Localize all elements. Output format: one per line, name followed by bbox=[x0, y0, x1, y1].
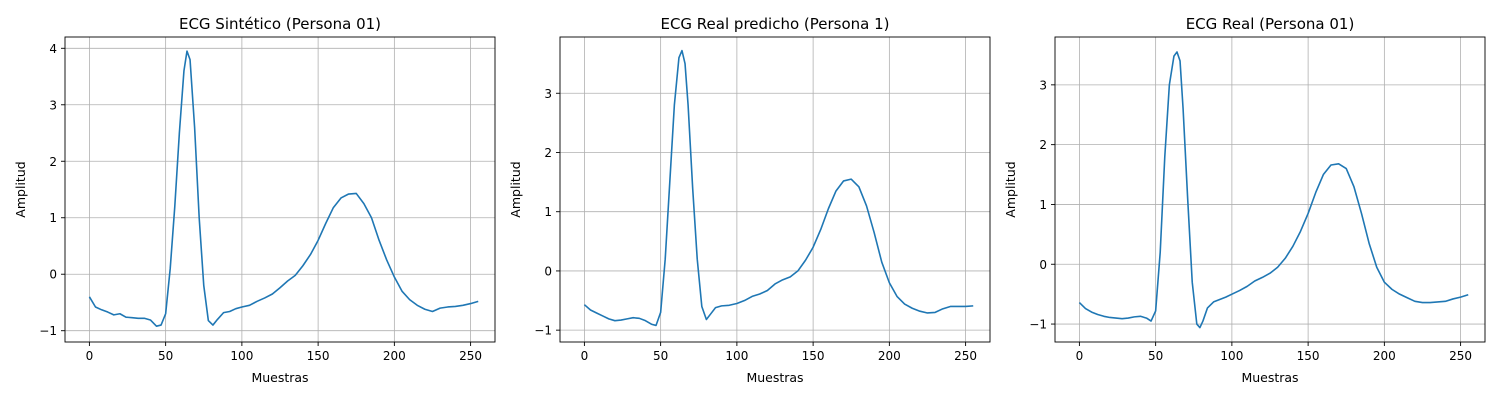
chart-title: ECG Real predicho (Persona 1) bbox=[660, 15, 889, 33]
y-tick-label: 3 bbox=[49, 98, 57, 112]
x-tick-label: 200 bbox=[383, 349, 406, 363]
x-tick-label: 200 bbox=[1373, 349, 1396, 363]
y-tick-label: 4 bbox=[49, 42, 57, 56]
x-tick-label: 50 bbox=[1148, 349, 1163, 363]
y-axis-label: Amplitud bbox=[1003, 161, 1018, 217]
x-tick-label: 0 bbox=[581, 349, 589, 363]
x-tick-label: 250 bbox=[1449, 349, 1472, 363]
x-tick-label: 200 bbox=[878, 349, 901, 363]
axes-frame bbox=[559, 36, 991, 343]
axes-frame bbox=[64, 36, 496, 343]
x-tick-label: 250 bbox=[459, 349, 482, 363]
y-tick-label: 0 bbox=[1039, 258, 1047, 272]
x-axis-label: Muestras bbox=[1241, 370, 1298, 385]
y-tick-label: 2 bbox=[49, 155, 57, 169]
x-axis-label: Muestras bbox=[251, 370, 308, 385]
y-tick-label: 0 bbox=[544, 264, 552, 278]
y-tick-label: 3 bbox=[544, 87, 552, 101]
y-tick-label: −1 bbox=[534, 324, 552, 338]
y-tick-label: −1 bbox=[1029, 318, 1047, 332]
x-tick-label: 250 bbox=[954, 349, 977, 363]
y-tick-label: 1 bbox=[544, 205, 552, 219]
x-tick-label: 0 bbox=[86, 349, 94, 363]
chart-1: 0 50 100 150 200 250 −1 0 1 2 3 4 ECG Sintético (Per… bbox=[13, 15, 496, 385]
y-tick-label: 2 bbox=[544, 146, 552, 160]
x-tick-label: 50 bbox=[158, 349, 173, 363]
y-axis-label: Amplitud bbox=[508, 161, 523, 217]
x-tick-label: 100 bbox=[230, 349, 253, 363]
x-tick-label: 100 bbox=[1220, 349, 1243, 363]
y-tick-label: −1 bbox=[39, 324, 57, 338]
chart-2: 0 50 100 150 200 250 −1 0 1 2 3 ECG Real predicho (… bbox=[508, 15, 991, 385]
x-tick-label: 0 bbox=[1076, 349, 1084, 363]
y-tick-label: 1 bbox=[49, 211, 57, 225]
y-tick-label: 1 bbox=[1039, 198, 1047, 212]
axes-frame bbox=[1054, 36, 1486, 343]
x-tick-label: 50 bbox=[653, 349, 668, 363]
series-line bbox=[583, 49, 974, 327]
x-tick-label: 100 bbox=[725, 349, 748, 363]
x-axis-label: Muestras bbox=[746, 370, 803, 385]
series-line bbox=[1078, 51, 1469, 329]
y-tick-label: 2 bbox=[1039, 138, 1047, 152]
y-tick-label: 0 bbox=[49, 268, 57, 282]
y-tick-label: 3 bbox=[1039, 78, 1047, 92]
y-axis-label: Amplitud bbox=[13, 161, 28, 217]
x-tick-label: 150 bbox=[307, 349, 330, 363]
x-tick-label: 150 bbox=[1297, 349, 1320, 363]
chart-title: ECG Real (Persona 01) bbox=[1186, 15, 1355, 33]
chart-3: 0 50 100 150 200 250 −1 0 1 2 3 ECG Real (Persona 0… bbox=[1003, 15, 1486, 385]
series-line bbox=[88, 50, 479, 327]
x-tick-label: 150 bbox=[802, 349, 825, 363]
chart-title: ECG Sintético (Persona 01) bbox=[179, 15, 381, 33]
